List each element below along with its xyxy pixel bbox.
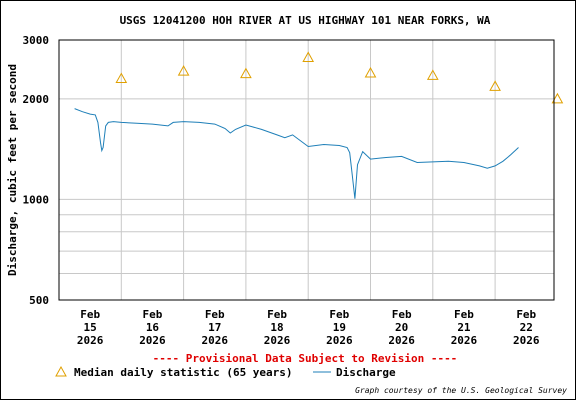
x-tick-text: 2026 xyxy=(451,334,478,347)
plot-border xyxy=(58,39,555,301)
y-tick-label: 2000 xyxy=(23,93,50,106)
x-tick-text: Feb xyxy=(80,308,100,321)
x-tick-text: 22 xyxy=(520,321,533,334)
legend-discharge-label: Discharge xyxy=(336,366,396,379)
x-tick-text: Feb xyxy=(516,308,536,321)
median-marker xyxy=(177,65,190,76)
x-tick-text: 2026 xyxy=(139,334,166,347)
legend-median-label: Median daily statistic (65 years) xyxy=(74,366,293,379)
y-axis-ticks: 3000 2000 1000 500 xyxy=(23,34,50,307)
y-tick-label: 1000 xyxy=(23,193,50,206)
x-tick-text: 2026 xyxy=(202,334,229,347)
provisional-notice: ---- Provisional Data Subject to Revisio… xyxy=(153,352,458,365)
chart-title: USGS 12041200 HOH RIVER AT US HIGHWAY 10… xyxy=(120,14,491,27)
x-tick-text: 17 xyxy=(208,321,221,334)
x-tick-text: 16 xyxy=(146,321,160,334)
x-tick-text: 2026 xyxy=(77,334,104,347)
x-axis-ticks: Feb152026Feb162026Feb172026Feb182026Feb1… xyxy=(77,308,540,347)
y-tick-label: 500 xyxy=(29,294,49,307)
x-tick-text: 21 xyxy=(457,321,471,334)
x-tick-text: Feb xyxy=(329,308,349,321)
median-marker xyxy=(489,80,501,91)
x-tick-text: Feb xyxy=(392,308,412,321)
x-tick-text: 15 xyxy=(84,321,97,334)
legend-triangle-icon xyxy=(55,365,67,377)
x-tick-text: 2026 xyxy=(326,334,353,347)
y-axis-label: Discharge, cubic feet per second xyxy=(6,64,19,276)
grid-lines xyxy=(59,40,554,300)
x-tick-text: 2026 xyxy=(513,334,540,347)
legend: Median daily statistic (65 years) Discha… xyxy=(55,365,396,379)
plot-area xyxy=(74,51,564,199)
x-tick-text: Feb xyxy=(454,308,474,321)
x-tick-text: 2026 xyxy=(264,334,291,347)
discharge-series-line xyxy=(74,108,519,199)
x-tick-text: Feb xyxy=(267,308,287,321)
median-marker xyxy=(115,72,128,84)
median-marker xyxy=(364,66,377,78)
x-tick-text: Feb xyxy=(143,308,163,321)
y-tick-label: 3000 xyxy=(23,34,50,47)
median-marker xyxy=(302,51,315,62)
x-tick-text: 20 xyxy=(395,321,408,334)
median-marker xyxy=(426,69,439,80)
x-tick-text: 18 xyxy=(270,321,283,334)
median-marker xyxy=(240,67,252,79)
x-tick-text: 19 xyxy=(333,321,346,334)
x-tick-text: 2026 xyxy=(388,334,415,347)
x-tick-text: Feb xyxy=(205,308,225,321)
credit-text: Graph courtesy of the U.S. Geological Su… xyxy=(355,386,567,395)
median-marker xyxy=(551,92,564,104)
